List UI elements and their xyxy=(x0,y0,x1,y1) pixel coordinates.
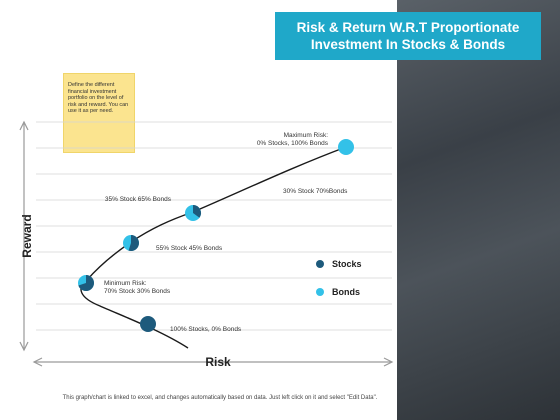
legend-label-bonds: Bonds xyxy=(332,287,360,297)
point-label-4: 30% Stock 70%Bonds xyxy=(283,188,348,195)
x-axis-label: Risk xyxy=(205,355,231,369)
point-label-line: 55% Stock 45% Bonds xyxy=(156,245,223,252)
gridlines xyxy=(36,121,392,331)
portfolio-points: 100% Stocks, 0% Bonds Minimum Risk: 70% St… xyxy=(78,132,354,333)
point-label-line: 35% Stock 65% Bonds xyxy=(105,196,172,203)
portfolio-marker-1 xyxy=(78,275,94,292)
footer-note: This graph/chart is linked to excel, and… xyxy=(62,395,378,401)
point-label-3: 35% Stock 65% Bonds xyxy=(105,196,172,203)
reward-axis-arrow-up xyxy=(19,120,29,131)
portfolio-marker-2 xyxy=(123,235,139,251)
point-label-line: 0% Stocks, 100% Bonds xyxy=(257,140,329,147)
legend-swatch-bonds xyxy=(316,288,324,296)
risk-axis-arrow-right xyxy=(383,357,394,367)
legend-label-stocks: Stocks xyxy=(332,259,362,269)
legend: Stocks Bonds xyxy=(316,259,362,297)
title-line-2: Investment In Stocks & Bonds xyxy=(310,37,506,52)
title-line-1: Risk & Return W.R.T Proportionate xyxy=(296,20,520,35)
point-label-0: 100% Stocks, 0% Bonds xyxy=(170,326,242,333)
portfolio-marker-0 xyxy=(140,316,156,332)
point-label-line: 100% Stocks, 0% Bonds xyxy=(170,326,242,333)
point-label-2: 55% Stock 45% Bonds xyxy=(156,245,223,252)
point-label-1: Minimum Risk: 70% Stock 30% Bonds xyxy=(104,280,171,295)
portfolio-marker-3 xyxy=(185,205,201,221)
efficient-frontier-curve xyxy=(80,146,347,349)
y-axis-label: Reward xyxy=(20,214,34,257)
stocks-slice xyxy=(78,275,94,292)
point-label-line: 70% Stock 30% Bonds xyxy=(104,288,171,295)
point-label-line: Maximum Risk: xyxy=(284,132,329,139)
risk-axis-arrow-left xyxy=(32,357,43,367)
point-label-5: Maximum Risk: 0% Stocks, 100% Bonds xyxy=(257,132,329,147)
reward-axis-arrow-down xyxy=(19,341,29,352)
bonds-slice xyxy=(338,139,354,155)
point-label-line: 30% Stock 70%Bonds xyxy=(283,188,348,195)
stocks-slice xyxy=(193,205,201,218)
legend-swatch-stocks xyxy=(316,260,324,268)
sticky-note: Define the different financial investmen… xyxy=(63,73,135,153)
stocks-slice xyxy=(128,235,139,251)
point-label-line: Minimum Risk: xyxy=(104,280,147,287)
portfolio-marker-5 xyxy=(338,139,354,155)
stocks-slice xyxy=(140,316,156,332)
background-photo xyxy=(397,0,560,420)
slide-title: Risk & Return W.R.T Proportionate Invest… xyxy=(275,12,541,60)
